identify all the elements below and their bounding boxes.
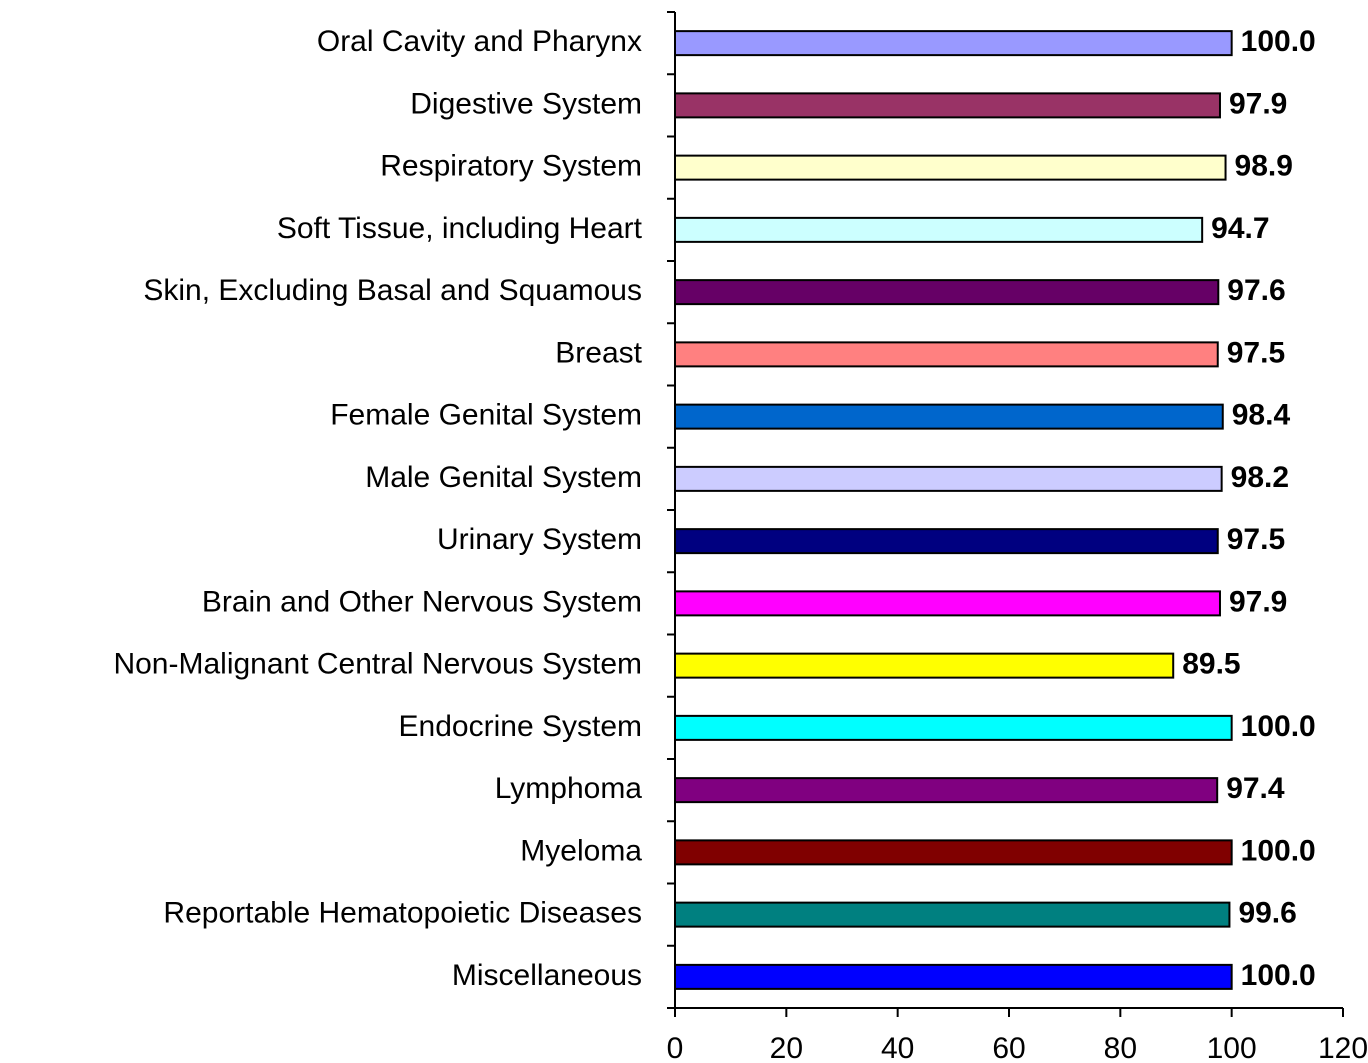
bar xyxy=(674,590,1221,617)
x-tick-label: 60 xyxy=(992,1032,1025,1063)
category-label: Soft Tissue, including Heart xyxy=(277,212,643,245)
category-label: Breast xyxy=(555,336,642,369)
value-label: 97.5 xyxy=(1227,336,1285,369)
x-tick-label: 100 xyxy=(1207,1032,1257,1063)
value-label: 97.6 xyxy=(1227,274,1285,307)
bar xyxy=(674,901,1231,928)
x-tick-label: 20 xyxy=(770,1032,803,1063)
category-label: Brain and Other Nervous System xyxy=(202,585,642,618)
bar xyxy=(674,777,1219,804)
bar xyxy=(674,341,1219,368)
bar xyxy=(674,465,1223,492)
category-label: Urinary System xyxy=(437,523,642,556)
bar xyxy=(674,528,1219,555)
bar xyxy=(674,30,1233,57)
value-label: 100.0 xyxy=(1241,959,1316,992)
value-label: 100.0 xyxy=(1241,834,1316,867)
category-label: Reportable Hematopoietic Diseases xyxy=(163,897,642,930)
value-label: 97.5 xyxy=(1227,523,1285,556)
value-label: 97.9 xyxy=(1229,585,1287,618)
bar xyxy=(674,963,1233,990)
value-label: 99.6 xyxy=(1238,897,1296,930)
category-label: Oral Cavity and Pharynx xyxy=(317,25,642,58)
value-label: 94.7 xyxy=(1211,212,1269,245)
bar xyxy=(674,279,1220,306)
bar xyxy=(674,714,1233,741)
category-label: Myeloma xyxy=(520,834,642,867)
category-label: Lymphoma xyxy=(495,772,643,805)
category-label: Digestive System xyxy=(410,87,642,120)
x-tick-label: 0 xyxy=(667,1032,684,1063)
bar xyxy=(674,403,1224,430)
value-label: 97.4 xyxy=(1226,772,1285,805)
value-label: 98.2 xyxy=(1231,461,1289,494)
bar xyxy=(674,839,1233,866)
category-label: Non-Malignant Central Nervous System xyxy=(113,648,642,681)
category-label: Endocrine System xyxy=(399,710,642,743)
value-label: 100.0 xyxy=(1241,25,1316,58)
bar xyxy=(674,216,1204,243)
category-label: Male Genital System xyxy=(365,461,642,494)
bar xyxy=(674,92,1221,119)
category-label: Skin, Excluding Basal and Squamous xyxy=(143,274,642,307)
bar xyxy=(674,154,1227,181)
value-label: 100.0 xyxy=(1241,710,1316,743)
category-label: Respiratory System xyxy=(380,150,642,183)
value-label: 98.9 xyxy=(1235,150,1293,183)
x-tick-label: 80 xyxy=(1104,1032,1137,1063)
category-label: Miscellaneous xyxy=(452,959,642,992)
bar xyxy=(674,652,1175,679)
value-label: 98.4 xyxy=(1232,399,1291,432)
value-label: 89.5 xyxy=(1182,648,1240,681)
x-tick-label: 120 xyxy=(1318,1032,1368,1063)
category-label: Female Genital System xyxy=(330,399,642,432)
value-label: 97.9 xyxy=(1229,87,1287,120)
x-tick-label: 40 xyxy=(881,1032,914,1063)
